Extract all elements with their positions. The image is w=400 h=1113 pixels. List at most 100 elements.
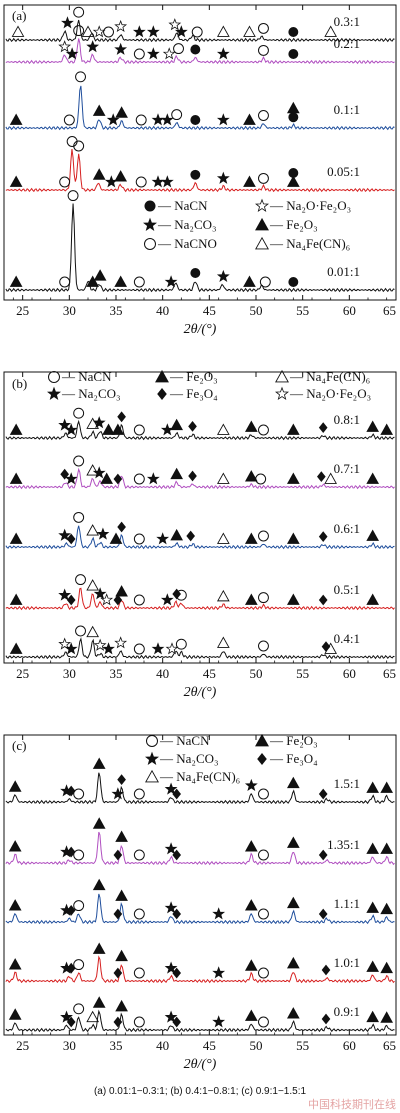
series-line — [5, 38, 395, 65]
x-tick-label: 50 — [250, 1038, 263, 1053]
x-tick-label: 50 — [250, 666, 263, 681]
marker-fe3o4 — [172, 849, 181, 861]
marker-na2co3 — [102, 642, 115, 655]
marker-nacno — [258, 44, 269, 56]
marker-na2co3 — [164, 275, 178, 288]
marker-fe2o3 — [8, 899, 22, 911]
marker-nacn — [288, 277, 299, 287]
marker-na2o-fe2o3 — [58, 637, 72, 650]
marker-na2co3 — [212, 966, 226, 979]
marker-fe2o3 — [93, 269, 107, 281]
marker-fe2o3 — [380, 423, 394, 435]
legend-label: — Fe₂O₃ — [169, 369, 218, 384]
series-line — [5, 525, 395, 550]
marker-nacno — [258, 967, 269, 979]
watermark: 中国科技期刊在线 — [308, 1098, 396, 1111]
series-0-01-1: 0.01:1 — [5, 190, 395, 293]
marker-fe3o4 — [172, 908, 181, 920]
marker-nacn — [190, 268, 201, 278]
marker-nacno — [258, 908, 269, 920]
legend-marker-na2co3 — [47, 386, 61, 400]
legend-label: — NaCN — [157, 198, 208, 213]
marker-fe2o3 — [286, 532, 300, 544]
legend-marker-fe3o4 — [257, 753, 267, 765]
marker-fe2o3 — [366, 1010, 380, 1023]
marker-fe3o4 — [66, 962, 76, 974]
series-line — [5, 85, 395, 131]
marker-fe3o4 — [66, 905, 76, 916]
marker-na2co3 — [60, 1010, 73, 1023]
panel-b: 25 30 35 40 45 50 55 60 65 2θ/(°) (b) 0.8:1 0.7:1 0.6… — [3, 369, 397, 700]
series-label: 0.5:1 — [334, 582, 360, 597]
marker-na4fe-cn-6 — [216, 636, 230, 648]
marker-fe2o3 — [366, 593, 380, 605]
x-tick-label: 40 — [156, 1038, 169, 1053]
marker-na2co3 — [64, 472, 78, 485]
marker-fe3o4 — [113, 1016, 123, 1028]
marker-na2co3 — [151, 113, 165, 126]
marker-fe2o3 — [366, 842, 380, 854]
series-line — [5, 148, 395, 193]
marker-na2co3 — [65, 47, 79, 60]
series-1-5-1: 1.5:1 — [5, 757, 395, 805]
marker-na4fe-cn-6 — [81, 25, 95, 37]
marker-fe2o3 — [286, 472, 300, 484]
marker-fe2o3 — [244, 532, 258, 544]
marker-na4fe-cn-6 — [86, 524, 100, 536]
marker-fe2o3 — [366, 781, 380, 793]
marker-na2co3 — [92, 466, 106, 479]
marker-na4fe-cn-6 — [216, 532, 230, 544]
marker-na4fe-cn-6 — [86, 625, 100, 638]
marker-fe2o3 — [286, 101, 300, 114]
marker-na2co3 — [106, 113, 120, 126]
marker-fe2o3 — [286, 1007, 300, 1019]
x-tick-label: 25 — [16, 1038, 29, 1053]
marker-na4fe-cn-6 — [324, 642, 338, 654]
series-label: 0.6:1 — [334, 521, 360, 536]
marker-na2o-fe2o3 — [165, 642, 179, 655]
marker-nacno — [258, 22, 269, 34]
x-tick-label: 25 — [16, 666, 29, 681]
marker-fe2o3 — [366, 420, 380, 432]
marker-na2co3 — [146, 47, 160, 60]
x-tick-label: 60 — [343, 666, 356, 681]
marker-nacn — [190, 115, 201, 125]
marker-na2co3 — [92, 416, 106, 429]
marker-fe2o3 — [244, 840, 258, 852]
marker-na2co3 — [160, 593, 174, 606]
marker-fe2o3 — [244, 470, 258, 482]
legend-marker-fe2o3 — [255, 733, 269, 747]
x-tick-label: 35 — [110, 1038, 123, 1053]
marker-fe3o4 — [318, 422, 328, 433]
marker-fe2o3 — [286, 593, 300, 605]
marker-fe2o3 — [170, 467, 184, 480]
marker-nacno — [133, 533, 145, 545]
marker-na2o-fe2o3 — [168, 18, 182, 31]
marker-fe2o3 — [170, 418, 184, 431]
marker-fe2o3 — [114, 275, 128, 287]
marker-fe2o3 — [380, 781, 394, 793]
x-tick-label: 35 — [110, 303, 123, 318]
marker-nacno — [258, 424, 269, 436]
marker-na2co3 — [164, 1010, 178, 1023]
x-axis-label: 2θ/(°) — [184, 322, 217, 337]
marker-fe3o4 — [66, 1016, 76, 1028]
marker-nacno — [135, 114, 147, 126]
marker-fe3o4 — [113, 967, 123, 979]
marker-fe2o3 — [115, 830, 128, 842]
legend-label: — Na₂O·Fe₂O₃ — [289, 386, 371, 401]
series-label: 0.9:1 — [334, 1004, 360, 1019]
marker-na4fe-cn-6 — [216, 472, 230, 484]
marker-nacno — [133, 594, 145, 606]
marker-fe3o4 — [318, 849, 328, 861]
marker-fe3o4 — [318, 788, 328, 800]
marker-na4fe-cn-6 — [11, 25, 25, 37]
marker-na2co3 — [164, 782, 178, 795]
marker-fe2o3 — [243, 175, 256, 187]
marker-fe3o4 — [172, 1016, 181, 1028]
series-1-35-1: 1.35:1 — [5, 817, 395, 866]
marker-nacn — [288, 168, 299, 178]
marker-fe2o3 — [286, 175, 300, 187]
marker-nacno — [63, 114, 75, 126]
marker-fe2o3 — [366, 472, 380, 484]
